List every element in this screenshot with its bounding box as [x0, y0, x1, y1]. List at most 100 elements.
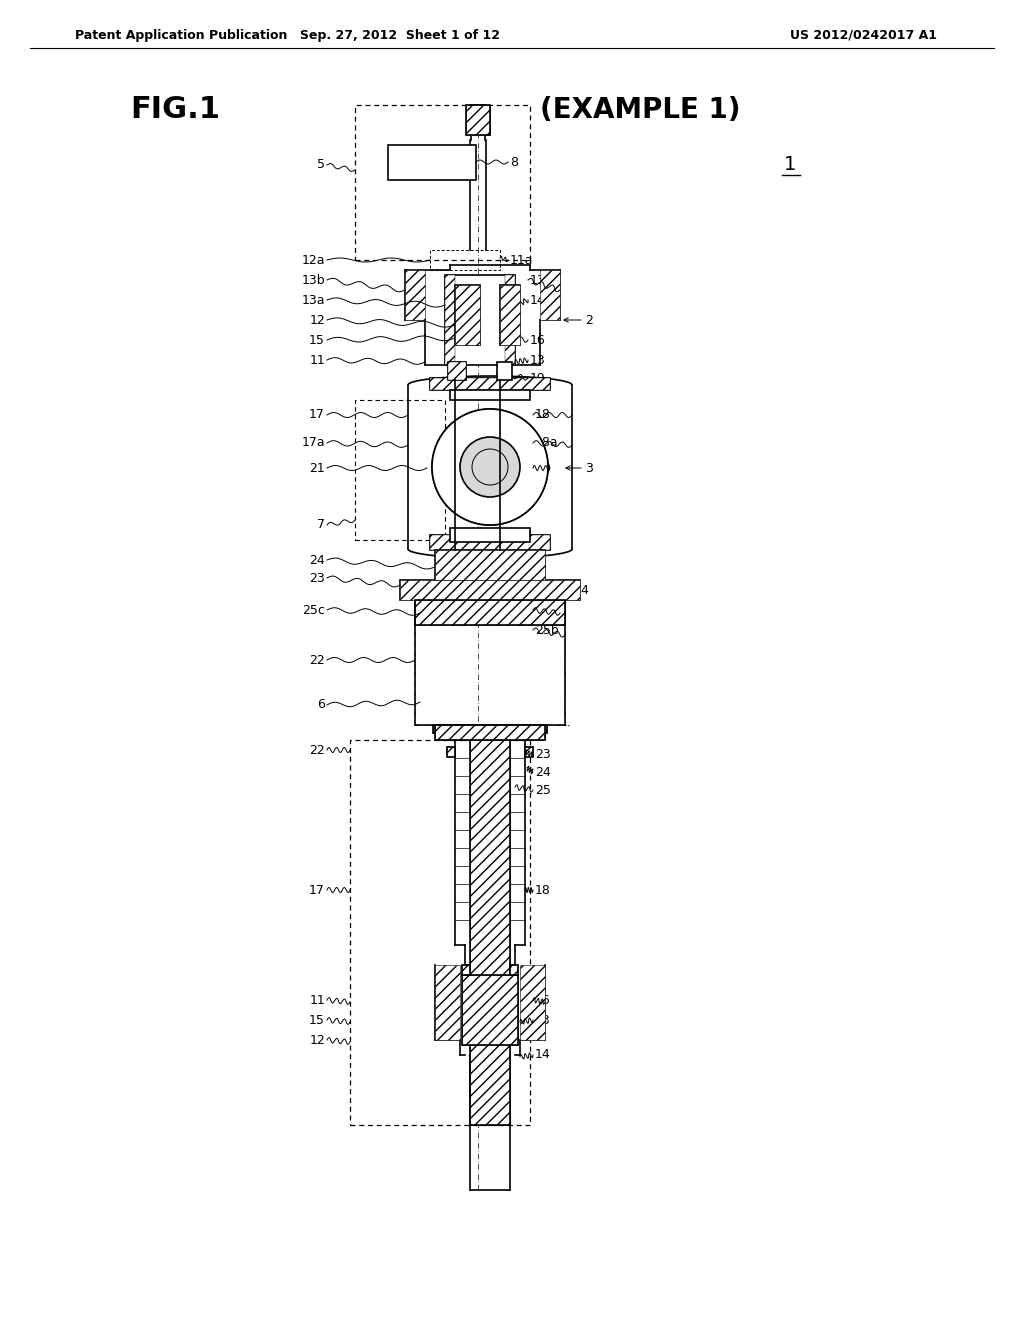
Bar	[430, 535, 550, 550]
Text: 25a: 25a	[535, 603, 559, 616]
Bar	[450, 389, 530, 400]
Bar	[400, 579, 580, 601]
Text: 17: 17	[309, 408, 325, 421]
Text: 14: 14	[535, 1048, 551, 1061]
Bar	[466, 106, 490, 135]
Text: 1: 1	[783, 156, 797, 174]
Text: 23: 23	[309, 572, 325, 585]
Text: 19: 19	[530, 371, 546, 384]
Text: 18: 18	[535, 883, 551, 896]
Bar	[435, 725, 545, 741]
Bar	[430, 535, 550, 550]
Text: 12: 12	[309, 314, 325, 326]
Bar	[510, 965, 518, 975]
Bar	[445, 275, 455, 366]
Text: 12a: 12a	[301, 253, 325, 267]
Text: 23: 23	[535, 748, 551, 762]
Bar	[435, 965, 460, 1040]
Bar	[447, 747, 455, 756]
Bar	[505, 275, 515, 366]
Bar	[470, 741, 510, 1125]
Text: 13: 13	[530, 354, 546, 367]
Bar	[449, 362, 466, 380]
Text: 13b: 13b	[301, 273, 325, 286]
Text: Sep. 27, 2012  Sheet 1 of 12: Sep. 27, 2012 Sheet 1 of 12	[300, 29, 500, 41]
Text: (EXAMPLE 1): (EXAMPLE 1)	[540, 96, 740, 124]
Circle shape	[432, 409, 548, 525]
Text: 17a: 17a	[301, 437, 325, 450]
Text: Patent Application Publication: Patent Application Publication	[75, 29, 288, 41]
Text: FIG.1: FIG.1	[130, 95, 220, 124]
Text: 20: 20	[535, 462, 551, 474]
Text: 21: 21	[309, 462, 325, 474]
Bar	[500, 285, 520, 345]
Text: 22: 22	[309, 743, 325, 756]
Bar	[450, 528, 530, 543]
Bar	[435, 550, 545, 579]
Bar	[525, 747, 534, 756]
Bar	[430, 378, 550, 389]
Text: 3: 3	[585, 462, 593, 474]
Bar	[462, 975, 518, 1045]
Text: 12: 12	[309, 1034, 325, 1047]
Bar	[462, 975, 518, 1045]
Text: 16: 16	[535, 994, 551, 1006]
Bar	[350, 741, 530, 1125]
Bar	[449, 362, 466, 380]
Text: 15: 15	[309, 334, 325, 346]
Bar	[455, 285, 480, 345]
Bar	[470, 741, 510, 1125]
Bar	[435, 550, 545, 579]
Bar	[415, 601, 565, 624]
Text: 13a: 13a	[301, 293, 325, 306]
Text: 16: 16	[530, 334, 546, 346]
Text: 11: 11	[309, 354, 325, 367]
Text: 25: 25	[535, 784, 551, 796]
Bar	[406, 271, 425, 319]
Text: 2: 2	[585, 314, 593, 326]
Bar	[400, 579, 580, 601]
Text: 13: 13	[535, 1014, 551, 1027]
Bar	[355, 400, 445, 540]
Text: 11: 11	[309, 994, 325, 1006]
Bar	[497, 362, 512, 380]
Bar	[433, 725, 547, 733]
Bar	[430, 378, 550, 389]
Text: 4: 4	[580, 583, 588, 597]
Text: 14: 14	[530, 293, 546, 306]
Bar	[462, 965, 470, 975]
Text: 11a: 11a	[510, 253, 534, 267]
Bar	[415, 601, 565, 624]
Bar	[525, 747, 534, 756]
Bar	[500, 285, 520, 345]
Bar	[447, 747, 455, 756]
Text: 24: 24	[309, 553, 325, 566]
Bar	[540, 271, 560, 319]
Text: 17: 17	[309, 883, 325, 896]
Text: 24: 24	[535, 766, 551, 779]
Bar	[433, 725, 547, 733]
Text: 15: 15	[309, 1014, 325, 1027]
Text: 25c: 25c	[302, 603, 325, 616]
Bar	[355, 106, 530, 260]
Bar	[388, 145, 476, 180]
Text: 13c: 13c	[530, 273, 553, 286]
Text: US 2012/0242017 A1: US 2012/0242017 A1	[790, 29, 937, 41]
Text: 6: 6	[317, 698, 325, 711]
Circle shape	[460, 437, 520, 498]
Bar	[466, 106, 490, 135]
Text: 22: 22	[309, 653, 325, 667]
Bar	[455, 285, 480, 345]
Text: 5: 5	[317, 158, 325, 172]
Text: 18: 18	[535, 408, 551, 421]
Bar	[520, 965, 545, 1040]
Text: 8: 8	[510, 156, 518, 169]
Bar	[435, 725, 545, 741]
Bar	[445, 275, 515, 366]
Bar	[430, 249, 500, 271]
Text: 18a: 18a	[535, 437, 559, 450]
Bar	[510, 965, 518, 975]
Text: 25b: 25b	[535, 623, 559, 636]
Bar	[462, 965, 470, 975]
Text: 7: 7	[317, 519, 325, 532]
